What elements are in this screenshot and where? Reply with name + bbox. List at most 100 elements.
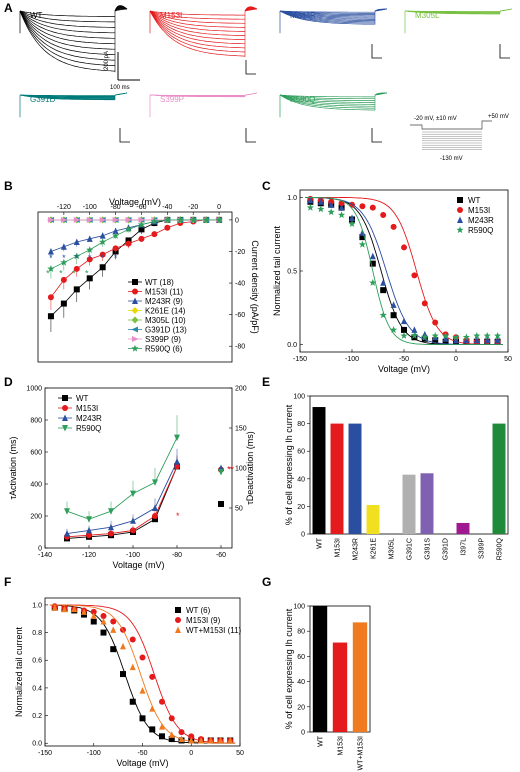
panel-d-chart: -140 -120 -100 -80 -60 Voltage (mV) 0 200 400 600… [8,386,255,571]
trace-sweep [279,10,375,21]
data-point [431,332,439,339]
data-point [207,736,214,744]
trace-label: M305L [415,11,440,20]
legend-marker [456,226,464,234]
y-tick-label: 0.2 [32,713,42,720]
x-axis-label: Voltage (mV) [112,560,164,570]
data-point [369,252,376,260]
data-point [202,216,210,223]
trace-sweep [19,10,116,72]
data-point [152,479,158,486]
trace-sweep [279,10,375,14]
data-point [349,214,355,221]
legend-marker [131,326,138,333]
data-point [86,256,93,263]
x-tick-label: -100 [345,356,359,363]
y-tick-label: 0.5 [287,269,297,276]
data-point [401,317,407,325]
data-point [463,336,470,344]
data-point [73,238,80,245]
data-point [111,231,120,239]
trace-sweep [149,10,246,32]
data-point [484,336,491,344]
data-point [125,216,133,223]
legend-label: R590Q [468,226,493,235]
trace-label: WT [30,11,43,20]
data-point [99,264,106,271]
y-tick-label: 80 [297,421,305,428]
y-tick-label: -60 [235,312,245,319]
voltage-protocol: -20 mV, ±10 mV +50 mV -130 mV [410,114,509,162]
data-point [453,336,459,344]
y-tick-label: -80 [235,344,245,351]
trace-sweep [19,10,116,66]
fit-curve [305,196,503,346]
scalebar-current-label: 200 pA [104,51,110,70]
data-point [149,726,156,733]
x-tick-label: -50 [399,356,409,363]
data-point [494,336,501,344]
panel-a-traces: WT M153I M243R M305L G391D S399P R590Q 200 pA 10… [19,5,513,162]
legend-label: M243R (9) [145,297,183,306]
data-point [369,278,377,286]
data-point [64,530,70,537]
legend-label: R590Q (6) [145,344,183,353]
legend-label: R590Q [76,424,101,433]
legend-marker [132,288,138,295]
data-point [47,247,54,255]
category-label: M153I [338,736,345,756]
x-tick-label: -60 [136,204,146,211]
data-point [100,629,107,636]
scalebar-small [499,44,510,59]
data-point [139,715,146,722]
trace-sweep [149,10,245,20]
trace-sweep [149,10,246,57]
data-point [390,223,397,230]
x-tick-label: -150 [293,356,307,363]
data-point [441,332,450,339]
y-axis-label: % of cell expressing Ih current [284,608,294,729]
data-point [110,646,117,653]
x-tick-label: -80 [172,552,182,559]
series-r590q [305,196,503,346]
trace-label: M153I [160,11,182,20]
y-tick-label: 100 [293,394,305,401]
data-point [337,211,346,219]
legend-marker [62,414,68,421]
data-point [138,235,145,242]
data-point [327,208,335,216]
bar-k261e [366,505,380,534]
data-point [130,490,136,498]
legend-marker [132,297,138,304]
data-point [483,332,491,339]
data-point [110,618,117,625]
trace-sweep [19,10,115,23]
trace-sweep [279,94,375,105]
data-point [71,605,78,613]
bar-m153i [330,423,344,534]
data-point [110,626,117,633]
legend-marker [62,395,68,401]
significance-star: * [85,269,89,279]
data-point [432,319,439,326]
legend-label: G391D (13) [145,325,187,334]
legend-marker [175,626,181,633]
trace-tail [374,92,388,96]
data-point [125,240,132,247]
y-tick-label: 0.4 [32,685,42,692]
scalebar-small [119,128,130,143]
data-point [215,216,223,223]
data-point [411,272,418,279]
category-label: M305L [389,538,396,560]
legend-marker [131,316,139,324]
data-point [129,698,136,705]
legend: WT (18)M153I (11)M243R (9)K261E (14)M305… [128,278,187,353]
y2-tick-label: 150 [235,426,247,433]
data-point [86,516,92,523]
series-line [66,466,178,539]
data-point [473,332,481,339]
data-point [125,237,132,244]
y-axis-label: % of cell expressing Ih current [284,404,294,525]
scalebar-small [245,60,256,75]
